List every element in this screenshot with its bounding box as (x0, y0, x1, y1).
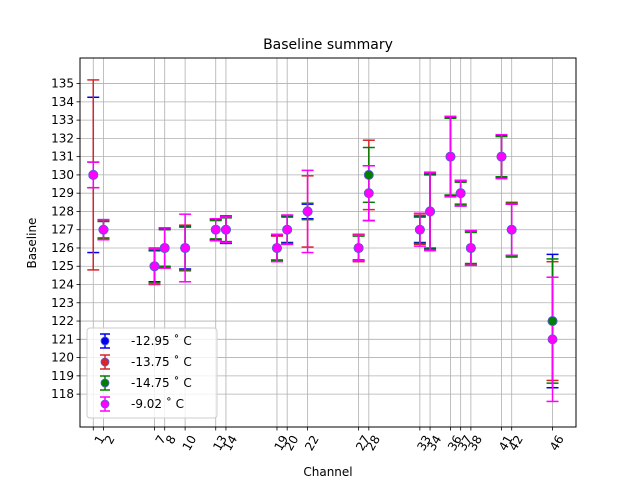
data-point (363, 170, 374, 180)
y-tick-label: 126 (51, 241, 74, 255)
data-point (221, 224, 231, 235)
legend-label: -12.95 ˚ C (131, 333, 192, 348)
data-point (425, 206, 435, 217)
legend-box (86, 327, 218, 419)
data-point (414, 224, 425, 235)
y-tick-label: 131 (51, 150, 74, 164)
y-tick-label: 122 (51, 314, 74, 328)
y-tick-label: 123 (51, 296, 74, 310)
data-point (180, 243, 191, 253)
y-tick-label: 134 (51, 95, 74, 109)
legend: -12.95 ˚ C -13.75 ˚ C -14.75 ˚ C -9.02 ˚ C (86, 327, 218, 419)
x-tick-label: 41 (496, 433, 516, 453)
x-tick-label: 36 (445, 433, 465, 453)
marker-series (88, 151, 558, 345)
y-tick-label: 128 (51, 204, 74, 218)
x-tick-label: 34 (425, 433, 445, 453)
x-axis-label: Channel (303, 465, 352, 479)
data-point (302, 206, 313, 217)
legend-marker (100, 357, 110, 367)
x-tick-label: 10 (180, 433, 200, 453)
data-point (98, 224, 109, 235)
plot-area-frame (79, 57, 577, 428)
y-tick-label: 130 (51, 168, 74, 182)
data-point (88, 170, 99, 180)
legend-label: -9.02 ˚ C (131, 396, 184, 411)
legend-marker (100, 399, 110, 409)
legend-marker (100, 336, 110, 346)
data-point (210, 224, 221, 235)
x-tick-label: 14 (220, 433, 240, 453)
y-tick-label: 133 (51, 113, 74, 127)
x-tick-label: 33 (414, 433, 434, 453)
x-tick-label: 20 (282, 433, 302, 453)
data-point (506, 224, 517, 235)
y-tick-label: 125 (51, 259, 74, 273)
data-point (353, 243, 364, 253)
y-tick-label: 120 (51, 351, 74, 365)
data-point (159, 243, 170, 253)
y-tick-label: 124 (51, 278, 74, 292)
legend-label: -13.75 ˚ C (131, 354, 192, 369)
x-tick-label: 13 (210, 433, 230, 453)
y-tick-label: 127 (51, 223, 74, 237)
x-tick-label: 22 (302, 433, 322, 453)
y-tick-label: 135 (51, 77, 74, 91)
y-tick-label: 132 (51, 131, 74, 145)
y-tick-label: 121 (51, 332, 74, 346)
data-point (547, 316, 558, 326)
x-tick-label: 38 (465, 433, 485, 453)
data-point (455, 188, 466, 199)
x-tick-label: 27 (353, 433, 373, 453)
data-point (496, 151, 507, 162)
x-tick-label: 19 (271, 433, 291, 453)
y-tick-label: 129 (51, 186, 74, 200)
data-points (88, 151, 558, 345)
x-tick-label: 37 (455, 433, 475, 453)
data-point (149, 261, 160, 272)
data-point (282, 224, 293, 235)
x-tick-label: 46 (547, 433, 567, 453)
data-point (547, 334, 558, 345)
y-tick-label: 119 (51, 369, 74, 383)
y-axis-label: Baseline (25, 218, 39, 269)
chart-title: Baseline summary (263, 37, 393, 53)
data-point (272, 243, 282, 253)
data-point (445, 151, 456, 162)
data-point (363, 188, 374, 199)
x-tick-label: 42 (506, 433, 526, 453)
data-point (465, 243, 476, 253)
legend-marker (100, 378, 110, 388)
y-tick-label: 118 (51, 387, 74, 401)
legend-label: -14.75 ˚ C (131, 375, 192, 390)
x-tick-label: 28 (363, 433, 383, 453)
